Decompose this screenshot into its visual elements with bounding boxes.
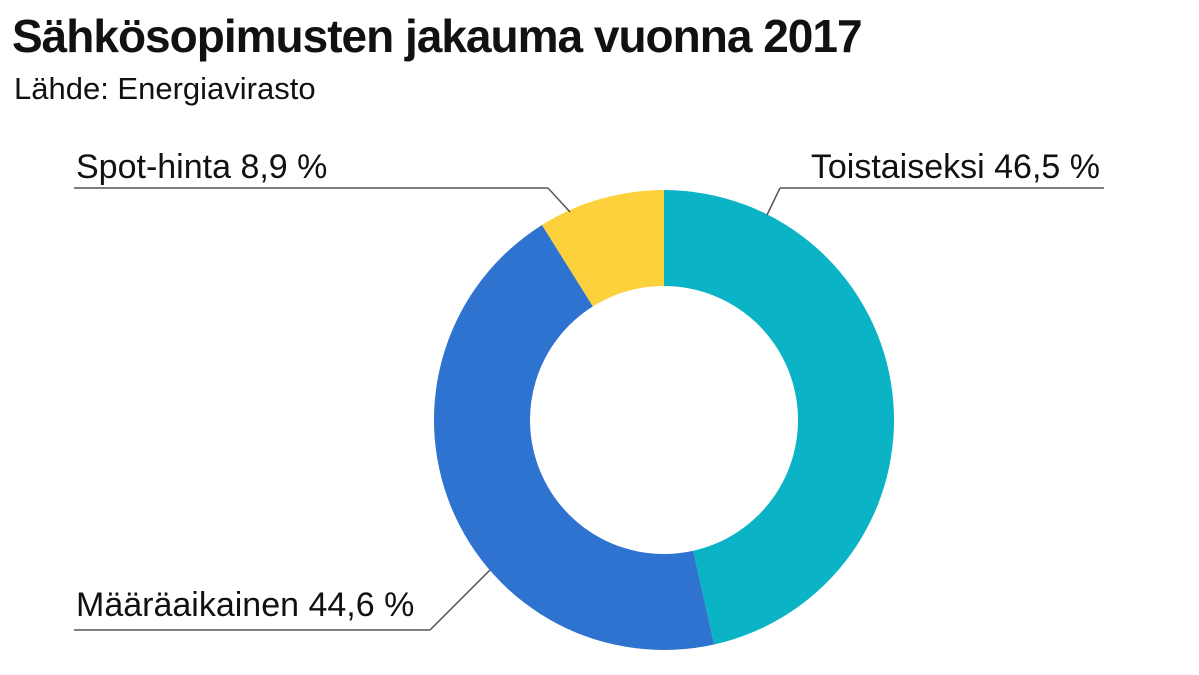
slice-label-spot-hinta: Spot-hinta 8,9 % <box>76 148 327 186</box>
slice-labels: Toistaiseksi 46,5 % Määräaikainen 44,6 % S… <box>76 148 1100 624</box>
chart-title: Sähkösopimusten jakauma vuonna 2017 <box>12 10 863 62</box>
chart-subtitle: Lähde: Energiavirasto <box>14 71 316 106</box>
leader-lines <box>74 187 1104 631</box>
donut-slices <box>434 190 894 651</box>
slice-label-määräaikainen: Määräaikainen 44,6 % <box>76 586 414 624</box>
leader-line-määräaikainen <box>429 569 491 631</box>
slice-label-toistaiseksi: Toistaiseksi 46,5 % <box>811 148 1100 186</box>
leader-line-toistaiseksi <box>766 187 781 216</box>
slice-määräaikainen <box>434 225 715 651</box>
slice-toistaiseksi <box>664 190 894 645</box>
slice-spot-hinta <box>541 190 664 307</box>
leader-line-spot-hinta <box>547 187 571 213</box>
